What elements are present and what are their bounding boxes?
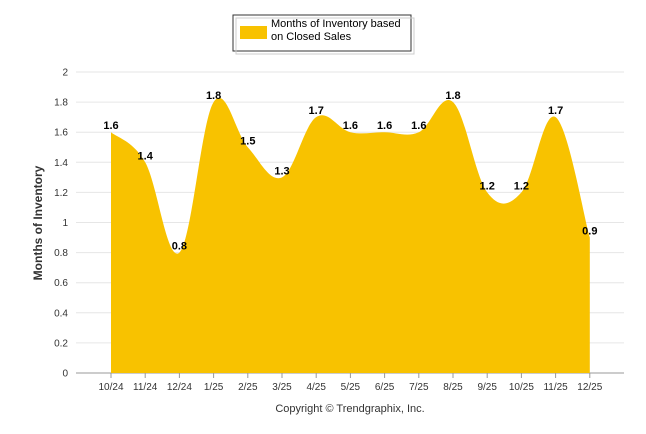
y-tick-label: 0.6	[54, 278, 68, 289]
x-tick-label: 8/25	[443, 382, 463, 393]
x-tick-label: 3/25	[272, 382, 292, 393]
x-tick-label: 12/24	[167, 382, 192, 393]
y-tick-label: 0	[62, 369, 68, 380]
y-tick-label: 0.8	[54, 248, 68, 259]
data-label: 1.6	[103, 120, 118, 132]
legend-shadow	[235, 17, 415, 55]
data-label: 1.6	[411, 120, 426, 132]
data-label: 1.7	[309, 105, 324, 117]
y-tick-label: 1.6	[54, 128, 68, 139]
y-tick-label: 2	[62, 68, 68, 79]
y-tick-label: 1.4	[54, 158, 68, 169]
x-tick-label: 10/25	[509, 382, 534, 393]
data-labels: 1.6 1.4 0.8 1.8 1.5 1.3 1.7 1.6 1.6 1.6 1.8 1.2 1.2 1…	[103, 90, 597, 253]
data-label: 1.2	[514, 180, 529, 192]
x-axis-ticks: 10/24 11/24 12/24 1/25 2/25 3/25 4/25 5/25 6/25 7…	[98, 373, 603, 393]
data-label: 0.8	[172, 241, 187, 253]
x-tick-label: 12/25	[577, 382, 602, 393]
data-label: 1.6	[343, 120, 358, 132]
data-label: 1.6	[377, 120, 392, 132]
x-tick-label: 2/25	[238, 382, 258, 393]
data-label: 1.8	[445, 90, 460, 102]
y-tick-label: 0.2	[54, 338, 68, 349]
x-tick-label: 11/24	[133, 382, 158, 393]
y-tick-label: 1.8	[54, 98, 68, 109]
y-axis-ticks: 0 0.2 0.4 0.6 0.8 1 1.2 1.4 1.6 1.8 2	[54, 68, 68, 380]
x-tick-label: 1/25	[204, 382, 224, 393]
x-tick-label: 5/25	[341, 382, 361, 393]
x-tick-label: 7/25	[409, 382, 429, 393]
x-tick-label: 11/25	[543, 382, 568, 393]
data-label: 1.4	[138, 150, 154, 162]
x-tick-label: 9/25	[477, 382, 497, 393]
x-tick-label: 10/24	[98, 382, 123, 393]
y-tick-label: 1	[62, 218, 68, 229]
legend-swatch	[240, 26, 267, 39]
data-label: 1.7	[548, 105, 563, 117]
data-label: 1.8	[206, 90, 221, 102]
y-tick-label: 0.4	[54, 308, 68, 319]
legend-label-line-1: Months of Inventory based	[271, 18, 401, 30]
data-label: 0.9	[582, 226, 597, 238]
copyright-credit: Copyright © Trendgraphix, Inc.	[275, 403, 424, 415]
y-tick-label: 1.2	[54, 188, 68, 199]
area-series-months-of-inventory	[111, 97, 590, 373]
data-label: 1.3	[274, 165, 289, 177]
x-tick-label: 4/25	[306, 382, 326, 393]
data-label: 1.5	[240, 135, 255, 147]
data-label: 1.2	[480, 180, 495, 192]
legend[interactable]: Months of Inventory based on Closed Sale…	[232, 14, 415, 55]
y-axis-label: Months of Inventory	[31, 165, 45, 280]
legend-label-line-2: on Closed Sales	[271, 31, 352, 43]
x-tick-label: 6/25	[375, 382, 395, 393]
